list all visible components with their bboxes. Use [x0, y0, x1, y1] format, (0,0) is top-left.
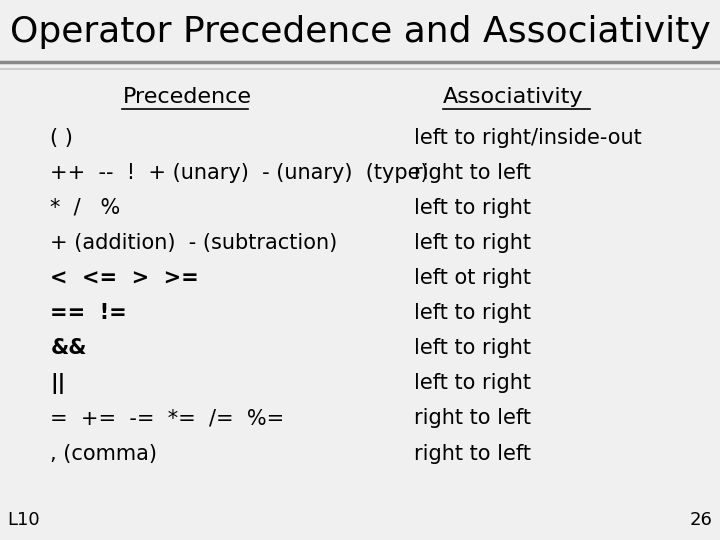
Text: Associativity: Associativity — [443, 87, 583, 107]
Text: left to right: left to right — [414, 303, 531, 323]
Text: left to right: left to right — [414, 338, 531, 359]
Text: left to right/inside-out: left to right/inside-out — [414, 127, 642, 148]
Text: ++  --  !  + (unary)  - (unary)  (type): ++ -- ! + (unary) - (unary) (type) — [50, 163, 429, 183]
Text: left to right: left to right — [414, 373, 531, 394]
Text: *  /   %: * / % — [50, 198, 121, 218]
Text: ==  !=: == != — [50, 303, 127, 323]
Text: <  <=  >  >=: < <= > >= — [50, 268, 199, 288]
Text: + (addition)  - (subtraction): + (addition) - (subtraction) — [50, 233, 338, 253]
Text: 26: 26 — [690, 511, 713, 529]
Text: , (comma): , (comma) — [50, 443, 158, 464]
Text: right to left: right to left — [414, 408, 531, 429]
Text: left to right: left to right — [414, 198, 531, 218]
Text: left ot right: left ot right — [414, 268, 531, 288]
Text: ||: || — [50, 373, 66, 394]
Text: L10: L10 — [7, 511, 40, 529]
Text: &&: && — [50, 338, 87, 359]
Text: right to left: right to left — [414, 443, 531, 464]
Text: =  +=  -=  *=  /=  %=: = += -= *= /= %= — [50, 408, 284, 429]
Text: right to left: right to left — [414, 163, 531, 183]
Text: ( ): ( ) — [50, 127, 73, 148]
Text: Precedence: Precedence — [122, 87, 251, 107]
Text: Operator Precedence and Associativity: Operator Precedence and Associativity — [9, 16, 711, 49]
Text: left to right: left to right — [414, 233, 531, 253]
